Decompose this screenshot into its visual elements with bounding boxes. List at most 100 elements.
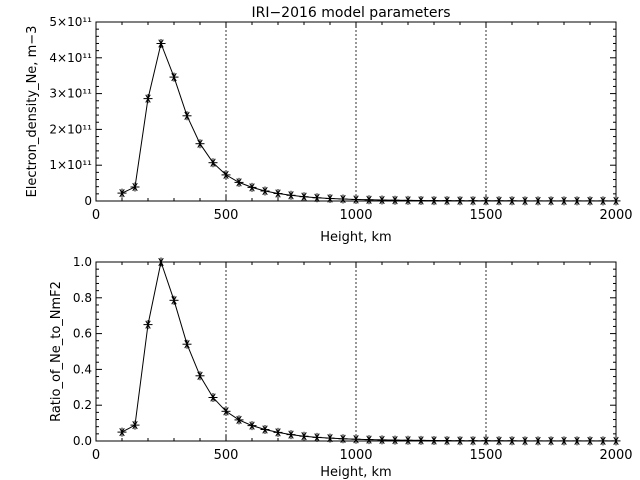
data-point [403,435,413,445]
data-point [273,427,283,437]
data-point [260,425,270,434]
data-point [286,190,296,200]
data-point [364,435,374,445]
data-point [390,435,400,445]
data-point [416,196,426,205]
data-point [247,182,257,192]
panel-ratio-ne-nmf2: 0 500 1000 1500 2000 0.0 0.2 0.4 0.6 0.8 1.0 Height… [49,255,633,480]
data-point [507,436,517,446]
x-tick-label: 1500 [469,448,502,463]
y-tick-label: 0.2 [73,398,92,412]
data-point [585,436,595,446]
y-tick-label: 5×10¹¹ [49,15,92,29]
x-tick-label: 0 [92,448,100,463]
data-point [481,436,491,446]
data-point [299,192,309,202]
data-point [195,371,205,381]
data-point [117,188,127,198]
data-point [533,196,543,206]
data-point [117,427,127,437]
data-point [182,339,192,349]
y-tick-label: 0.0 [73,434,92,448]
data-point [169,72,179,82]
x-tick-label: 1000 [339,208,372,223]
data-point [520,196,530,206]
data-point [234,177,244,187]
data-point [611,436,621,446]
data-point [208,393,218,402]
data-point [221,406,231,416]
data-point [260,186,270,196]
x-tick-label: 500 [214,448,239,463]
y-tick-label: 0 [84,194,92,208]
data-point [312,193,322,203]
x-tick-label: 1000 [339,448,372,463]
x-axis-title: Height, km [320,230,391,245]
data-point [156,257,166,267]
data-point [325,194,335,203]
data-point [312,432,322,442]
y-axis-title: Ratio_of_Ne_to_NmF2 [49,281,64,422]
data-point [390,195,400,205]
data-point [338,434,348,444]
data-point [611,196,621,206]
data-point [520,436,530,446]
data-point [208,158,218,168]
y-tick-label: 0.6 [73,327,92,341]
y-tick-label: 0.8 [73,291,92,305]
data-point [403,195,413,205]
data-point [143,94,153,104]
y-tick-label: 1.0 [73,255,92,269]
data-point [572,196,582,206]
x-tick-label: 2000 [599,448,632,463]
y-tick-label: 0.4 [73,362,92,376]
data-point [156,39,166,48]
data-point [572,436,582,446]
x-axis-title: Height, km [320,465,391,480]
data-point [468,436,478,446]
panel-electron-density: 0 500 1000 1500 2000 0 1×10¹¹ 2×10¹¹ 3×10¹¹ 4×10¹… [25,15,633,245]
y-tick-label: 3×10¹¹ [49,87,92,101]
data-point [377,195,387,205]
data-point [247,421,257,431]
data-point [455,196,465,206]
data-point [130,182,140,192]
data-point [598,436,608,446]
data-point [429,436,439,445]
data-point [585,196,595,206]
data-point [325,433,335,443]
data-point [494,436,504,446]
data-point [234,415,244,425]
data-point [429,196,439,206]
data-point [351,195,361,204]
data-point [351,434,361,444]
x-tick-label: 1500 [469,208,502,223]
data-point [559,436,569,446]
data-point [130,420,140,430]
x-tick-label: 0 [92,208,100,223]
data-point [546,436,556,446]
data-point [182,111,192,121]
data-point [221,170,231,180]
y-tick-label: 4×10¹¹ [49,51,92,65]
data-point [143,320,153,330]
data-point [598,196,608,206]
data-point [442,436,452,446]
data-point [455,436,465,446]
figure-title: IRI−2016 model parameters [251,5,450,21]
data-point [442,196,452,206]
data-point [273,189,283,198]
series-line [121,41,616,202]
data-point [286,430,296,440]
data-point [533,436,543,446]
data-point [338,194,348,204]
data-point [559,196,569,206]
data-point [195,139,205,149]
y-axis-title: Electron_density_Ne, m−3 [25,26,40,198]
x-tick-label: 2000 [599,208,632,223]
y-tick-label: 2×10¹¹ [49,122,92,136]
data-point [299,431,309,441]
data-point [416,435,426,445]
